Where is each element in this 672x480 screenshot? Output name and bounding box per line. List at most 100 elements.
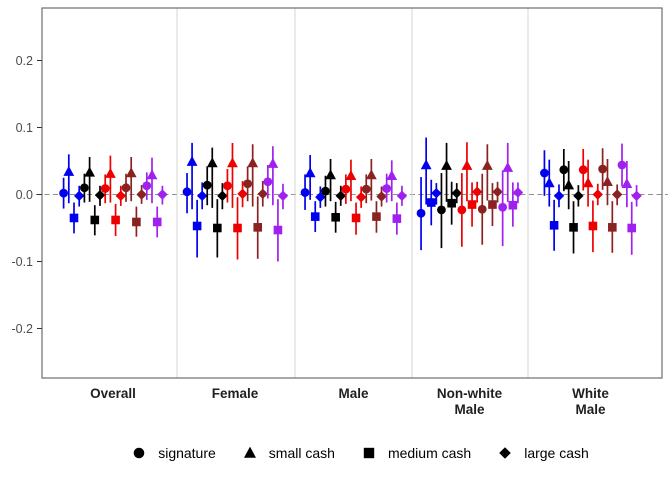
data-point-diamond <box>396 190 408 202</box>
data-point-diamond <box>217 190 228 202</box>
data-point-circle <box>540 168 549 178</box>
data-point-circle <box>121 183 131 193</box>
data-point-circle <box>617 160 627 170</box>
data-point-triangle <box>582 177 594 188</box>
data-point-triangle <box>84 166 95 177</box>
data-point-triangle <box>267 157 279 168</box>
data-point-circle <box>416 208 426 218</box>
facet-label: Non-white Male <box>437 386 503 417</box>
data-point-square <box>253 223 263 232</box>
data-point-square <box>192 221 202 231</box>
data-point-circle <box>598 164 608 174</box>
data-point-triangle <box>365 169 377 180</box>
data-point-diamond <box>492 186 503 198</box>
data-point-square <box>392 214 402 223</box>
data-point-square <box>588 221 598 231</box>
y-axis-tick-label: 0.2 <box>16 54 33 68</box>
data-point-square <box>90 215 100 225</box>
legend-label: large cash <box>524 445 589 461</box>
data-point-triangle <box>461 159 473 170</box>
data-point-triangle <box>481 159 493 170</box>
data-point-triangle <box>206 157 218 168</box>
data-point-diamond <box>376 191 387 202</box>
data-point-circle <box>437 205 446 215</box>
data-point-triangle <box>345 169 357 180</box>
data-point-square <box>273 225 283 235</box>
data-point-circle <box>142 181 152 191</box>
data-point-circle <box>100 184 110 193</box>
data-point-triangle <box>227 157 238 168</box>
data-point-triangle <box>420 159 432 170</box>
data-point-triangle <box>63 165 75 176</box>
data-point-diamond <box>631 190 642 202</box>
data-point-circle <box>263 177 273 187</box>
data-point-triangle <box>146 169 158 180</box>
data-point-diamond <box>553 190 565 202</box>
data-point-circle <box>341 184 351 194</box>
legend-label: signature <box>158 445 216 461</box>
data-point-circle <box>559 165 569 175</box>
data-point-square <box>549 221 559 230</box>
facet-label: Male <box>338 386 369 401</box>
data-point-diamond <box>74 190 85 202</box>
data-point-circle <box>182 187 192 197</box>
data-point-circle <box>382 184 392 193</box>
legend-label: small cash <box>268 445 335 461</box>
data-point-diamond <box>237 188 248 200</box>
data-point-diamond <box>94 189 106 201</box>
data-point-circle <box>300 188 310 197</box>
legend-item-large-cash: large cash <box>497 445 589 461</box>
y-axis-tick-label: 0.0 <box>16 188 33 202</box>
data-point-triangle <box>325 169 336 180</box>
data-point-diamond <box>431 187 442 199</box>
data-point-diamond <box>257 188 268 200</box>
data-point-diamond <box>611 189 623 200</box>
data-point-triangle <box>602 175 613 186</box>
data-point-circle <box>578 165 588 175</box>
data-point-square <box>569 223 578 232</box>
square-icon <box>363 447 375 459</box>
data-point-diamond <box>471 186 483 198</box>
panel-border <box>41 7 663 379</box>
data-point-square <box>608 223 617 232</box>
data-point-circle <box>498 202 508 212</box>
triangle-icon <box>243 446 256 458</box>
data-point-square <box>233 223 242 233</box>
data-point-square <box>69 213 79 223</box>
legend: signature small cash medium cash large c… <box>50 438 670 468</box>
facet-label: Overall <box>90 386 136 401</box>
data-point-circle <box>243 179 253 189</box>
legend-item-signature: signature <box>131 445 216 461</box>
data-point-square <box>508 200 518 210</box>
data-point-circle <box>59 188 68 198</box>
data-point-square <box>627 223 637 233</box>
data-point-circle <box>202 180 212 190</box>
data-point-triangle <box>621 177 633 188</box>
data-point-diamond <box>196 190 208 202</box>
data-point-diamond <box>335 190 346 202</box>
facet-label: Female <box>212 386 259 401</box>
data-point-diamond <box>277 190 289 202</box>
data-point-diamond <box>157 189 168 200</box>
data-point-circle <box>457 205 467 215</box>
legend-label: medium cash <box>387 445 472 461</box>
data-point-triangle <box>186 155 198 166</box>
data-point-diamond <box>512 187 524 198</box>
data-point-square <box>111 215 120 225</box>
data-point-diamond <box>355 191 367 203</box>
legend-item-small-cash: small cash <box>242 445 335 461</box>
data-point-square <box>467 200 477 209</box>
data-point-triangle <box>105 167 116 178</box>
data-point-square <box>447 198 456 208</box>
legend-item-medium-cash: medium cash <box>361 445 471 461</box>
data-point-triangle <box>125 167 137 178</box>
data-point-square <box>213 223 222 233</box>
data-point-square <box>331 212 340 222</box>
data-point-circle <box>223 181 232 191</box>
data-point-square <box>310 212 320 221</box>
data-point-diamond <box>451 187 462 199</box>
data-point-square <box>152 217 162 227</box>
data-point-triangle <box>543 177 555 188</box>
data-point-triangle <box>563 179 575 190</box>
